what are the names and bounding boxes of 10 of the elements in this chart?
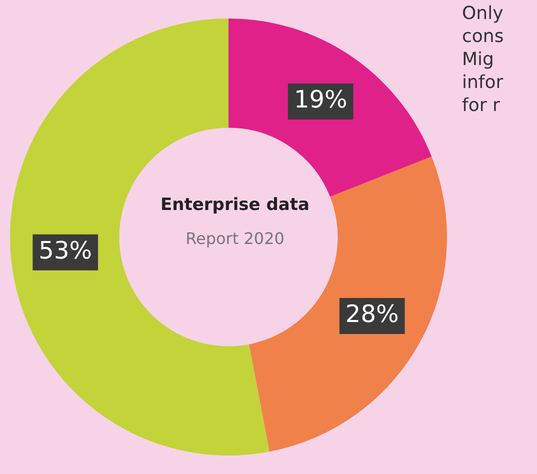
data-label: 53% (38, 236, 92, 265)
text: Only (462, 2, 504, 25)
data-label: 19% (294, 86, 348, 114)
text: Mig (462, 48, 495, 71)
text: for r (462, 94, 501, 117)
text: cons (462, 25, 504, 48)
text: infor (462, 71, 504, 94)
text: Report 2020 (184, 229, 286, 248)
data-label: 28% (345, 300, 399, 328)
text: Enterprise data (160, 195, 310, 215)
